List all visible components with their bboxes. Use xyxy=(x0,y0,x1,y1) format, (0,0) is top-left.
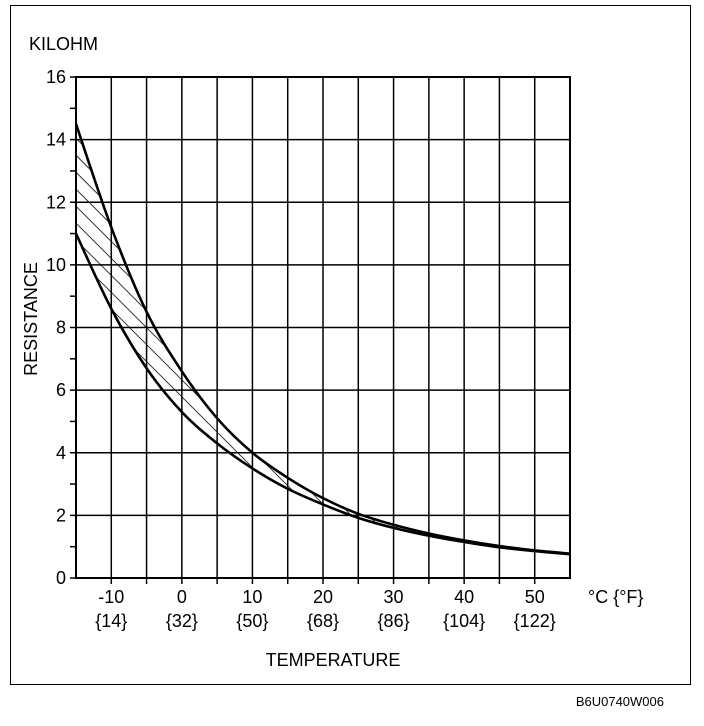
y-tick-label: 0 xyxy=(56,568,66,588)
tick-marks xyxy=(70,76,536,584)
lower-curve xyxy=(76,233,570,556)
x-tick-label-fahrenheit: {68} xyxy=(307,611,339,631)
y-tick-label: 10 xyxy=(46,255,66,275)
y-axis-label: RESISTANCE xyxy=(21,262,41,376)
y-tick-label: 14 xyxy=(46,130,66,150)
x-tick-label-celsius: 20 xyxy=(313,587,333,607)
x-tick-label-celsius: 0 xyxy=(177,587,187,607)
x-tick-label-fahrenheit: {122} xyxy=(514,611,556,631)
x-axis-label: TEMPERATURE xyxy=(266,650,401,670)
x-tick-label-celsius: -10 xyxy=(98,587,124,607)
x-tick-label-fahrenheit: {14} xyxy=(95,611,127,631)
x-tick-label-fahrenheit: {86} xyxy=(378,611,410,631)
y-tick-label: 16 xyxy=(46,67,66,87)
y-tick-label: 8 xyxy=(56,318,66,338)
y-tick-label: 4 xyxy=(56,443,66,463)
figure-reference: B6U0740W006 xyxy=(575,694,664,709)
y-tick-label: 12 xyxy=(46,192,66,212)
grid xyxy=(76,77,570,578)
x-tick-label-celsius: 40 xyxy=(454,587,474,607)
x-tick-label-celsius: 10 xyxy=(242,587,262,607)
y-unit-label: KILOHM xyxy=(29,34,98,54)
upper-curve xyxy=(76,123,570,555)
x-tick-labels: -10 {14} 0 {32} 10 {50} 20 {68} 30 {86} 40 {104} 50 {… xyxy=(95,587,555,631)
chart-frame: 0 2 4 6 8 10 12 14 16 -10 {14} 0 {32} 10 {50} 20 {68} 30… xyxy=(10,5,691,685)
y-tick-label: 6 xyxy=(56,380,66,400)
resistance-temperature-chart: 0 2 4 6 8 10 12 14 16 -10 {14} 0 {32} 10 {50} 20 {68} 30… xyxy=(21,34,643,670)
y-tick-label: 2 xyxy=(56,505,66,525)
x-tick-label-fahrenheit: {32} xyxy=(166,611,198,631)
x-tick-label-fahrenheit: {104} xyxy=(443,611,485,631)
x-tick-label-celsius: 50 xyxy=(525,587,545,607)
x-unit-label: °C {°F} xyxy=(588,587,643,607)
x-tick-label-fahrenheit: {50} xyxy=(236,611,268,631)
y-tick-labels: 0 2 4 6 8 10 12 14 16 xyxy=(46,67,66,588)
x-tick-label-celsius: 30 xyxy=(384,587,404,607)
